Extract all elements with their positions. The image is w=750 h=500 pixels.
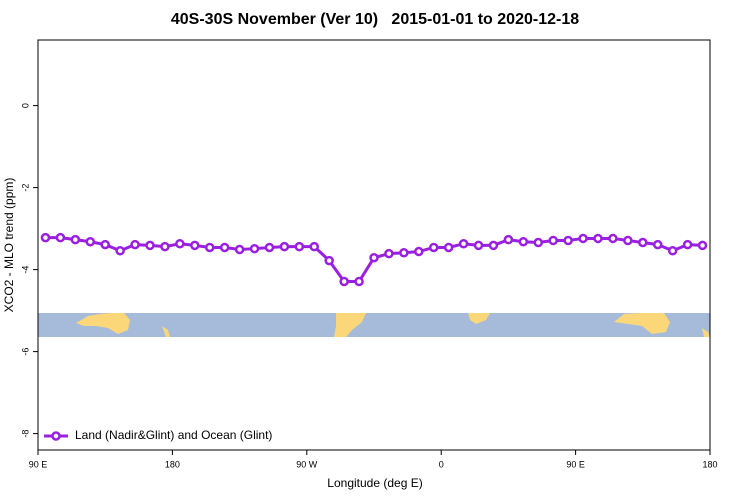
x-tick-label: 90 W <box>296 459 318 469</box>
x-tick-label: 90 E <box>566 459 585 469</box>
y-tick-label: -4 <box>20 266 30 274</box>
point <box>249 243 260 254</box>
point <box>399 248 409 258</box>
x-tick-label: 90 E <box>29 459 48 469</box>
point <box>145 240 155 251</box>
point <box>264 242 275 253</box>
y-tick-label: -2 <box>20 184 30 192</box>
legend-marker <box>51 431 61 441</box>
point <box>130 239 140 250</box>
y-tick-label: -8 <box>20 430 30 438</box>
point <box>40 232 51 243</box>
plot-frame <box>37 39 711 451</box>
point <box>414 246 424 257</box>
y-tick-label: 0 <box>20 103 30 108</box>
point <box>518 236 529 247</box>
point <box>100 239 110 250</box>
point <box>279 241 290 252</box>
point <box>85 236 96 247</box>
point <box>294 241 305 252</box>
point <box>175 239 185 249</box>
point <box>682 239 693 250</box>
x-tick-label: 0 <box>439 459 444 469</box>
chart-title: 40S-30S November (Ver 10) 2015-01-01 to … <box>171 11 579 28</box>
point <box>339 276 349 287</box>
legend-label: Land (Nadir&Glint) and Ocean (Glint) <box>75 428 272 442</box>
point <box>443 242 454 253</box>
point <box>608 233 618 244</box>
x-tick-label: 180 <box>165 459 180 469</box>
point <box>384 248 394 259</box>
point <box>563 235 573 246</box>
point <box>190 240 200 251</box>
point <box>369 252 379 263</box>
point <box>55 232 66 243</box>
point <box>473 240 484 251</box>
point <box>652 239 663 250</box>
point <box>697 240 708 251</box>
map-strip <box>38 313 710 337</box>
point <box>309 241 320 252</box>
point <box>503 234 514 245</box>
point <box>324 255 334 266</box>
point <box>70 234 81 245</box>
point <box>160 241 170 252</box>
point <box>533 237 544 248</box>
point <box>204 242 215 253</box>
point <box>219 242 230 253</box>
point <box>488 240 499 251</box>
point <box>354 276 364 287</box>
point <box>593 233 603 244</box>
point <box>428 242 439 253</box>
point <box>234 244 245 255</box>
y-tick-label: -6 <box>20 348 30 356</box>
point <box>667 245 678 256</box>
x-axis-label: Longitude (deg E) <box>327 476 422 490</box>
point <box>638 237 648 248</box>
point <box>115 245 125 256</box>
x-tick-label: 180 <box>702 459 717 469</box>
point <box>578 233 588 244</box>
point <box>548 235 558 246</box>
point <box>458 239 469 249</box>
y-axis-label: XCO2 - MLO trend (ppm) <box>2 178 16 313</box>
point <box>623 235 633 246</box>
